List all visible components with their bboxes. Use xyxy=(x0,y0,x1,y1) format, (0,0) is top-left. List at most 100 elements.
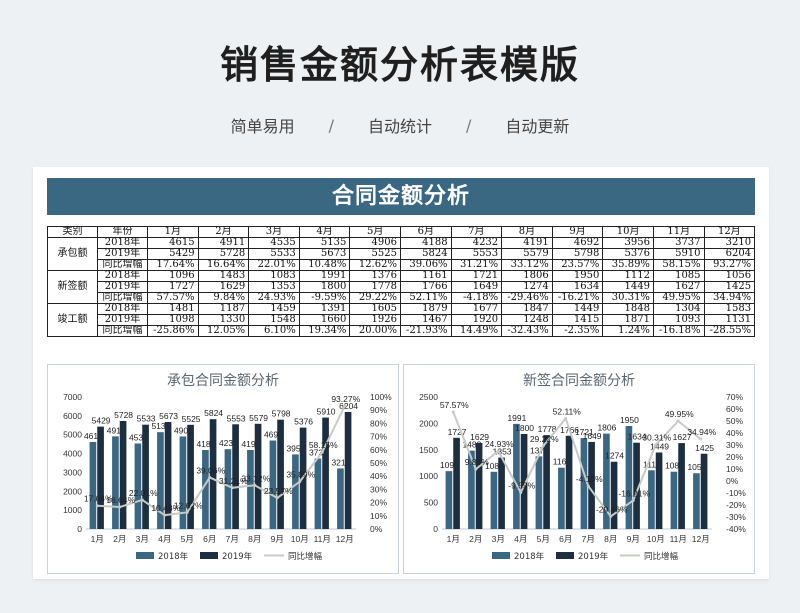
table-header-cell: 12月 xyxy=(703,226,756,238)
bar-data-label: 1806 xyxy=(597,423,616,433)
row-label-cell: 2018年 xyxy=(97,270,148,282)
value-cell: 1248 xyxy=(501,314,553,326)
table-header-cell: 5月 xyxy=(349,226,401,238)
tagline-item: 自动统计 xyxy=(367,117,432,136)
chart-title: 承包合同金额分析 xyxy=(167,373,279,389)
category-cell: 新签额 xyxy=(47,270,98,304)
value-cell: 4911 xyxy=(197,237,250,249)
x-tick-label: 4月 xyxy=(158,534,171,544)
value-cell: 34.94% xyxy=(703,292,756,304)
value-cell: 35.89% xyxy=(602,259,654,271)
table-row: 2019年 5429 5728 5533 5673 5525 5824 5553 5579 579… xyxy=(48,248,756,260)
value-cell: 1848 xyxy=(602,303,654,315)
growth-point xyxy=(253,483,257,487)
value-cell: 1800 xyxy=(298,281,351,293)
value-cell: -4.18% xyxy=(450,292,503,304)
value-cell: 1920 xyxy=(450,314,503,326)
value-cell: 3956 xyxy=(602,237,654,249)
growth-data-label: -4.18% xyxy=(576,474,603,484)
value-cell: 1879 xyxy=(399,303,452,315)
x-tick-label: 2月 xyxy=(469,534,482,544)
bar-data-label: 5673 xyxy=(159,411,178,421)
bar-2019 xyxy=(498,457,505,529)
x-tick-label: 11月 xyxy=(314,534,331,544)
growth-point xyxy=(564,416,568,420)
value-cell: 4232 xyxy=(450,237,503,249)
bar-data-label: 1449 xyxy=(650,441,669,451)
bar-2019 xyxy=(209,419,217,529)
y2-tick-label: 20% xyxy=(370,498,387,508)
bar-2018 xyxy=(625,426,633,529)
sheet-banner: 合同金额分析 xyxy=(47,178,755,215)
value-cell: 1991 xyxy=(298,270,351,282)
bar-data-label: 1096 xyxy=(440,460,459,470)
chart-new-signed: 新签合同金额分析 0 500 1000 1500 2000 2500 -40% -30% -20%… xyxy=(403,364,755,574)
growth-data-label: 30.31% xyxy=(642,433,671,443)
bar-2019 xyxy=(700,453,708,529)
value-cell: 1096 xyxy=(147,270,199,282)
bar-data-label: 5824 xyxy=(204,408,223,418)
x-tick-label: 12月 xyxy=(336,534,354,544)
y-tick-label: 5000 xyxy=(63,430,82,440)
bar-2018 xyxy=(157,432,164,529)
bar-data-label: 5798 xyxy=(272,409,291,419)
x-tick-label: 4月 xyxy=(514,534,527,544)
value-cell: 5579 xyxy=(501,248,553,260)
value-cell: 93.27% xyxy=(703,259,756,271)
y2-tick-label: 90% xyxy=(370,405,387,415)
value-cell: 30.31% xyxy=(602,292,654,304)
bar-data-label: 4911 xyxy=(107,425,126,435)
x-tick-label: 3月 xyxy=(492,534,505,544)
value-cell: 1330 xyxy=(197,314,250,326)
bar-2019 xyxy=(277,419,284,529)
value-cell: 1677 xyxy=(450,303,503,315)
chart-new-signed-svg: 新签合同金额分析 0 500 1000 1500 2000 2500 -40% -30% -20%… xyxy=(419,372,746,562)
bar-data-label: 1721 xyxy=(575,427,594,437)
bar-data-label: 5910 xyxy=(317,407,336,417)
x-tick-label: 9月 xyxy=(271,534,284,544)
bar-data-label: 1991 xyxy=(507,413,526,423)
y2-tick-label: 0% xyxy=(370,524,383,534)
y2-tick-label: 40% xyxy=(726,428,743,438)
y2-tick-label: -30% xyxy=(726,512,746,522)
bar-2019 xyxy=(453,437,460,529)
table-header-cell: 2月 xyxy=(197,226,250,238)
bar-data-label: 5579 xyxy=(249,413,268,423)
bar-data-label: 3956 xyxy=(286,443,305,453)
x-tick-label: 11月 xyxy=(670,534,687,544)
growth-data-label: 39.06% xyxy=(196,465,225,475)
value-cell: 1459 xyxy=(248,303,300,315)
growth-point xyxy=(496,449,500,453)
bar-2019 xyxy=(142,424,149,529)
bar-2018 xyxy=(337,468,344,529)
growth-data-label: 24.93% xyxy=(485,439,514,449)
tagline-separator: / xyxy=(466,115,472,135)
bar-2019 xyxy=(588,441,595,529)
y2-tick-label: 70% xyxy=(726,392,743,402)
y-tick-label: 1500 xyxy=(419,445,438,455)
y2-tick-label: 30% xyxy=(370,484,387,494)
bar-2018 xyxy=(693,473,700,529)
value-cell: 1766 xyxy=(399,281,452,293)
value-cell: 1161 xyxy=(399,270,452,282)
growth-point xyxy=(541,444,545,448)
bar-2019 xyxy=(344,412,352,529)
x-tick-label: 12月 xyxy=(692,534,710,544)
y2-tick-label: 40% xyxy=(370,471,387,481)
y2-tick-label: 10% xyxy=(726,464,743,474)
value-cell: 1660 xyxy=(298,314,351,326)
value-cell: 23.57% xyxy=(551,259,604,271)
contract-table: 类别 年份 1月 2月 3月 4月 5月 6月 7月 8月 9月 10月 11月 12月 承包额 2018年… xyxy=(47,226,756,337)
y-tick-label: 3000 xyxy=(63,467,82,477)
row-label-cell: 同比增幅 xyxy=(97,325,148,337)
value-cell: 1449 xyxy=(602,281,654,293)
bar-data-label: 1161 xyxy=(553,457,572,467)
legend-swatch-2018 xyxy=(136,552,154,559)
value-cell: 31.21% xyxy=(450,259,503,271)
legend-label: 2018年 xyxy=(514,551,545,562)
y2-tick-label: -40% xyxy=(726,524,746,534)
y-tick-label: 6000 xyxy=(63,411,82,421)
table-header-cell: 1月 xyxy=(147,226,199,238)
value-cell: 20.00% xyxy=(349,325,401,337)
growth-point xyxy=(320,450,324,454)
